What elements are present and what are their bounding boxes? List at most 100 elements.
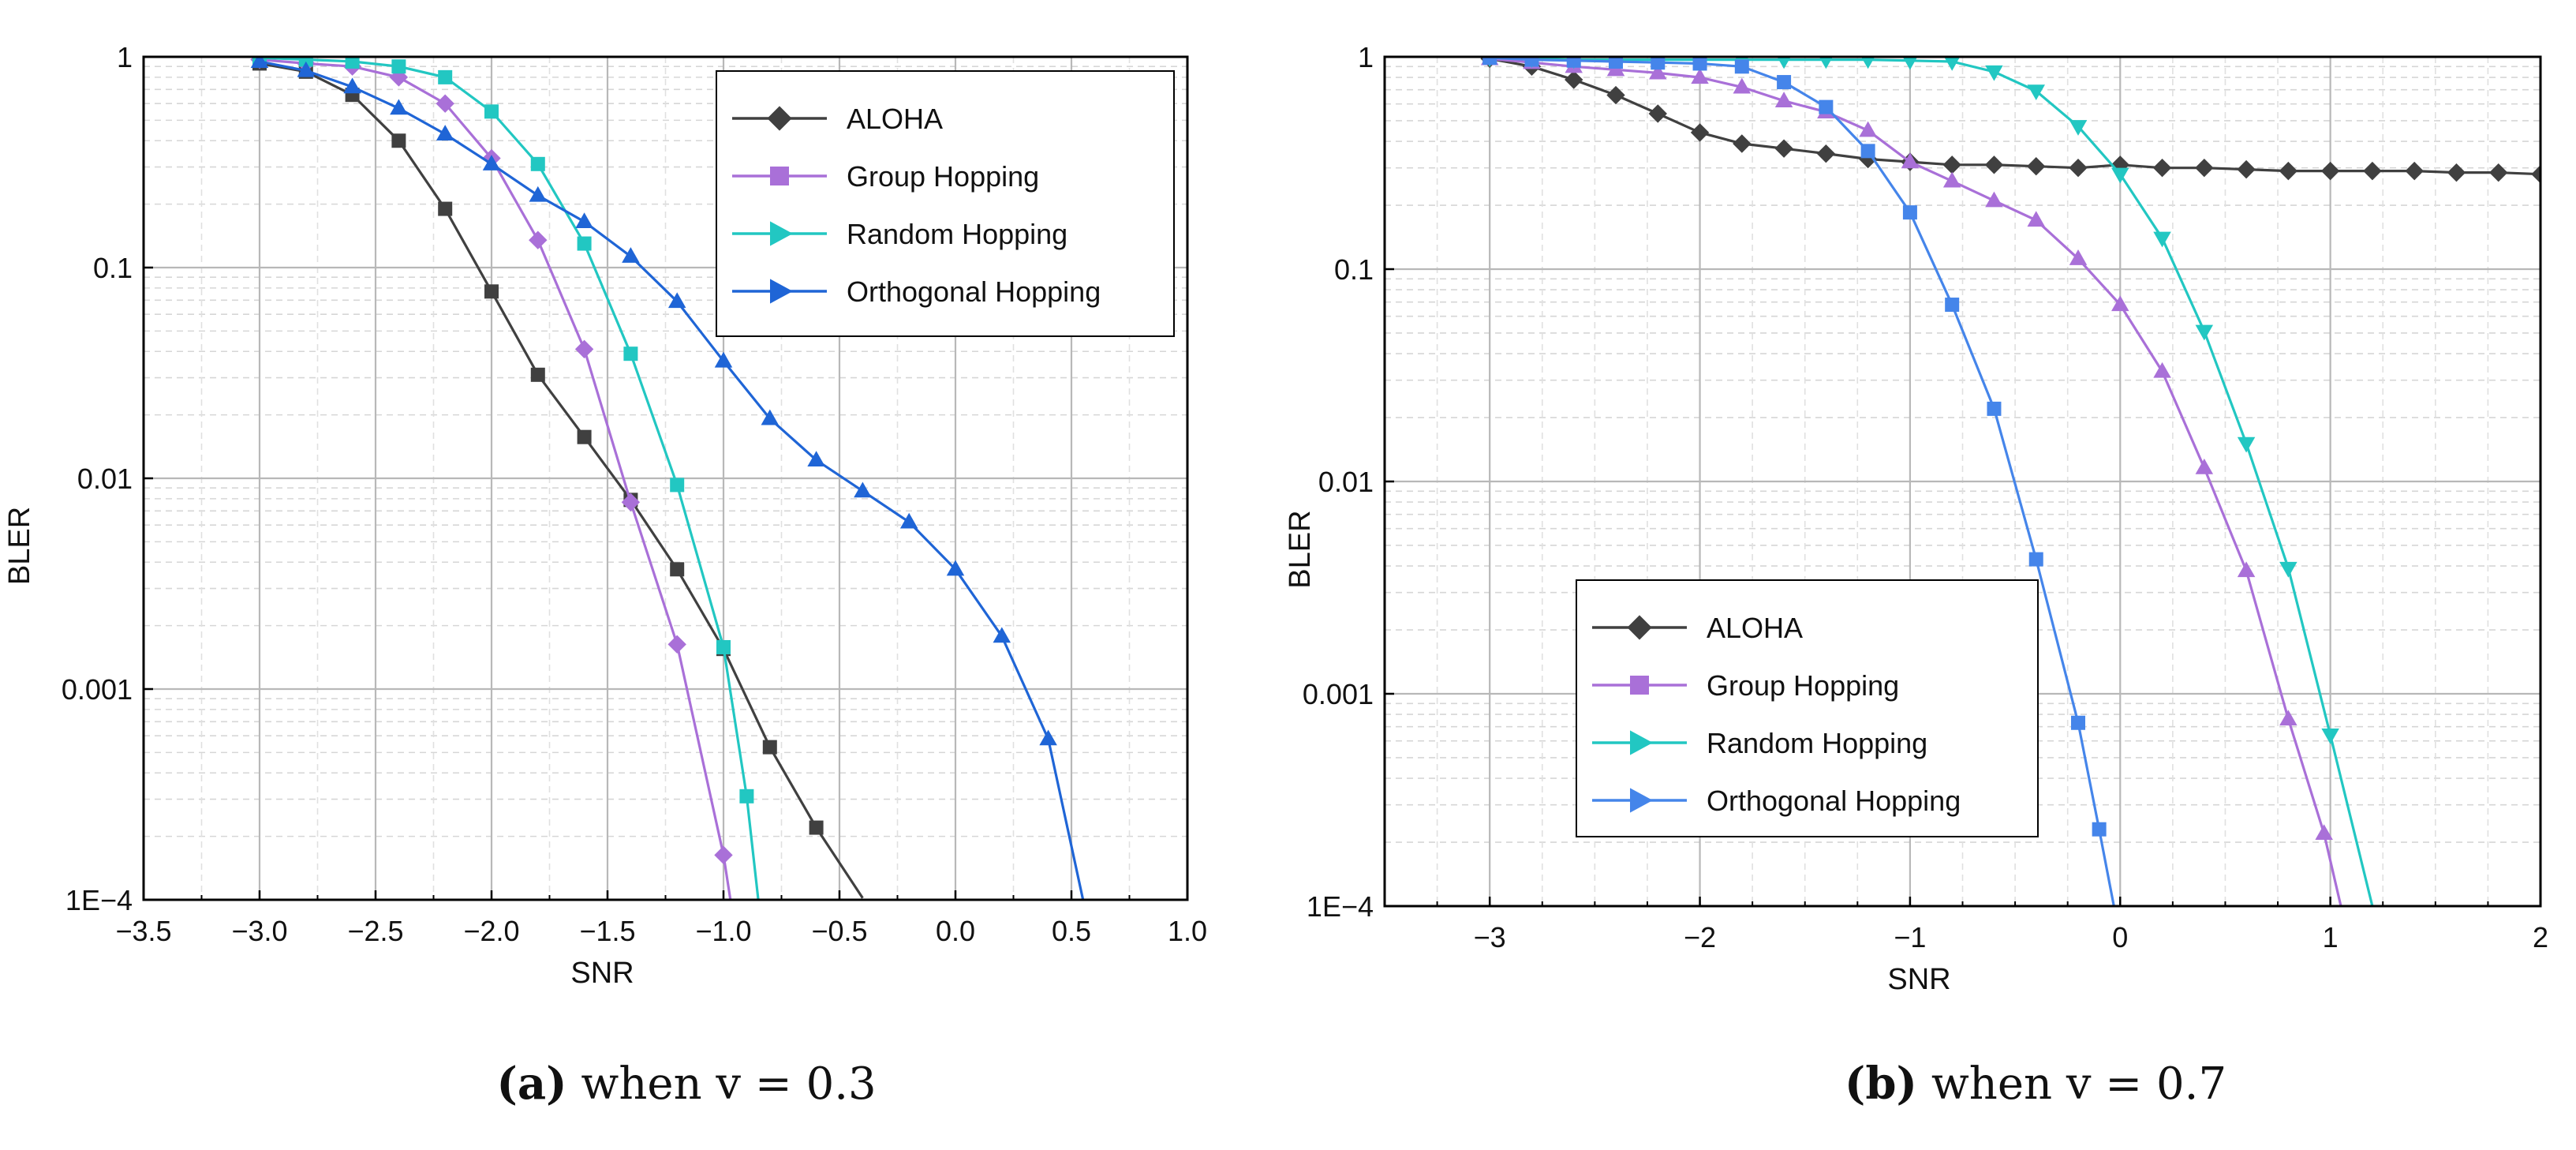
- data-point: [2405, 161, 2424, 181]
- data-point: [807, 451, 825, 467]
- data-point: [2315, 824, 2333, 840]
- data-point: [1859, 121, 1877, 137]
- legend: ALOHA Group Hopping Random Hopping Orthogon…: [1576, 579, 2039, 837]
- data-point: [1901, 152, 1920, 169]
- data-point: [1945, 298, 1960, 313]
- series-layer: [250, 57, 1085, 900]
- caption-a: (a) when v = 0.3: [410, 1058, 963, 1110]
- legend-marker-2: [1630, 730, 1653, 755]
- data-point: [389, 68, 409, 87]
- data-point: [1777, 57, 1791, 69]
- data-point: [2195, 158, 2214, 178]
- x-tick-label: −1: [1894, 921, 1926, 953]
- plot-frame: [1383, 55, 2542, 908]
- data-point: [2237, 436, 2256, 453]
- caption-b-text: when v = 0.7: [1917, 1058, 2227, 1110]
- data-point: [621, 493, 641, 512]
- x-tick-label: −3: [1474, 921, 1506, 953]
- y-tick-label: 0.1: [1334, 253, 1374, 286]
- data-point: [1985, 65, 2003, 81]
- data-point: [1774, 139, 1793, 158]
- data-point: [2027, 84, 2045, 101]
- series-line-0: [259, 62, 864, 899]
- data-point: [2195, 458, 2214, 474]
- legend: ALOHA Group Hopping Random Hopping Orthogon…: [716, 70, 1175, 337]
- data-point: [1860, 144, 1875, 159]
- data-point: [1649, 63, 1667, 80]
- data-point: [2279, 161, 2298, 181]
- legend-marker-2: [770, 221, 793, 246]
- data-point: [1039, 729, 1057, 746]
- x-tick-label: −2.0: [463, 915, 519, 947]
- data-point: [1692, 57, 1707, 71]
- data-point: [854, 481, 872, 498]
- data-point: [899, 512, 918, 529]
- data-point: [2069, 120, 2088, 136]
- data-point: [2195, 324, 2214, 341]
- data-point: [2152, 158, 2172, 178]
- data-point: [345, 57, 360, 69]
- data-point: [2237, 561, 2256, 578]
- data-point: [343, 77, 361, 94]
- legend-marker-1: [770, 167, 789, 185]
- legend-label-0: ALOHA: [847, 103, 943, 135]
- data-point: [1691, 68, 1709, 84]
- data-point: [1648, 104, 1667, 123]
- data-point: [250, 57, 269, 69]
- legend-label-1: Group Hopping: [847, 160, 1039, 193]
- legend-label-2: Random Hopping: [1707, 727, 1927, 759]
- data-point: [670, 562, 685, 577]
- series-line-1: [259, 58, 732, 900]
- caption-a-text: when v = 0.3: [566, 1058, 877, 1110]
- legend-box: [1576, 579, 2039, 837]
- data-point: [391, 133, 406, 148]
- legend-label-3: Orthogonal Hopping: [1707, 785, 1961, 817]
- data-point: [1860, 57, 1875, 69]
- data-point: [1944, 57, 1961, 71]
- legend-marker-3: [1630, 788, 1653, 813]
- y-tick-label: 1: [1358, 41, 1374, 73]
- data-point: [2279, 710, 2297, 726]
- data-point: [1819, 57, 1834, 69]
- data-point: [1819, 99, 1834, 114]
- y-tick-label: 0.01: [1318, 466, 1374, 498]
- data-point: [1984, 155, 2004, 174]
- data-point: [1985, 191, 2003, 208]
- data-point: [2237, 159, 2256, 179]
- legend-label-2: Random Hopping: [847, 218, 1067, 250]
- data-point: [1902, 205, 1917, 220]
- data-point: [1524, 57, 1539, 67]
- data-point: [2153, 361, 2171, 378]
- data-point: [2320, 161, 2340, 181]
- data-point: [2111, 295, 2129, 312]
- data-point: [1987, 401, 2002, 416]
- data-point: [482, 155, 501, 170]
- y-tick-label: 0.001: [1303, 678, 1374, 710]
- data-point: [1902, 57, 1918, 70]
- caption-b: (b) when v = 0.7: [1759, 1058, 2312, 1110]
- data-point: [1733, 77, 1752, 94]
- data-point: [809, 820, 824, 835]
- data-point: [530, 156, 545, 171]
- chart-b: −3 −2 −1 0 1 2 1 0.1 0.01 0.001 1E−4 SNR BLER ALOHA Gr…: [1284, 41, 2548, 996]
- data-point: [622, 247, 640, 263]
- data-point: [2489, 163, 2508, 182]
- data-point: [577, 236, 592, 251]
- x-tick-label: −3.0: [231, 915, 287, 947]
- data-point: [390, 99, 408, 115]
- data-point: [761, 409, 780, 425]
- x-axis-label: SNR: [1887, 963, 1950, 996]
- data-point: [1816, 144, 1836, 163]
- y-axis-label: BLER: [1284, 510, 1317, 588]
- legend-label-0: ALOHA: [1707, 612, 1803, 644]
- y-axis-label: BLER: [3, 507, 36, 585]
- data-point: [436, 94, 454, 113]
- caption-b-label: (b): [1844, 1058, 1918, 1110]
- x-tick-label: −1.5: [579, 915, 635, 947]
- data-point: [436, 125, 454, 140]
- data-point: [577, 429, 592, 444]
- data-point: [438, 69, 453, 84]
- data-point: [2069, 158, 2088, 178]
- x-tick-label: 1.0: [1168, 915, 1207, 947]
